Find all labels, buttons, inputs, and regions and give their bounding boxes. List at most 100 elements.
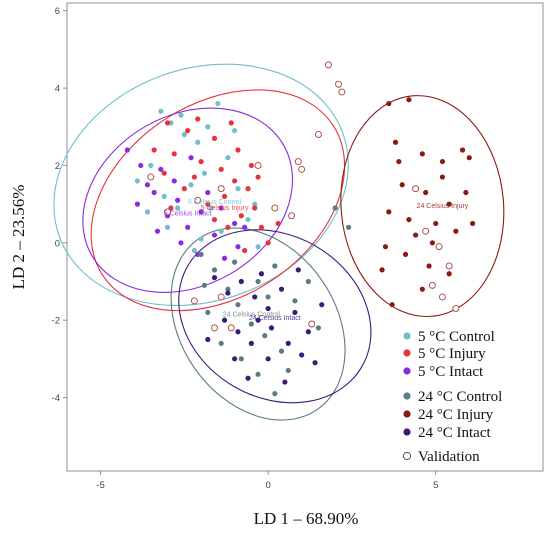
- point-c24_control: [262, 333, 268, 339]
- point-c5_control: [215, 100, 221, 107]
- point-c5_injury: [181, 186, 187, 192]
- legend-label: 5 °C Control: [418, 329, 495, 345]
- point-c24_control: [345, 224, 352, 230]
- point-c24_injury: [433, 220, 439, 227]
- point-c5_injury: [211, 216, 218, 223]
- point-validation: [271, 204, 279, 212]
- point-c24_intact: [245, 375, 251, 381]
- x-tick-label: 0: [265, 480, 270, 491]
- point-c24_control: [255, 371, 261, 377]
- point-c5_control: [232, 128, 238, 134]
- point-c24_injury: [423, 189, 429, 196]
- point-c5_control: [158, 108, 164, 114]
- point-c5_control: [161, 193, 167, 199]
- point-c24_injury: [396, 158, 402, 165]
- point-c5_intact: [154, 228, 161, 234]
- plot-frame: [66, 2, 544, 472]
- point-validation: [412, 185, 420, 193]
- ellipse-c5_control: [53, 63, 349, 306]
- point-c24_intact: [211, 275, 218, 281]
- point-c5_intact: [171, 178, 177, 184]
- ellipse-c24_injury: [340, 95, 505, 318]
- point-c5_injury: [164, 120, 171, 126]
- legend-marker: [403, 367, 411, 375]
- point-c24_control: [272, 263, 278, 269]
- point-validation: [164, 208, 172, 216]
- legend-label: 5 °C Injury: [418, 346, 486, 362]
- point-c24_intact: [319, 302, 325, 308]
- point-c24_intact: [312, 360, 318, 366]
- point-c5_injury: [228, 120, 234, 126]
- point-c24_injury: [382, 244, 389, 250]
- point-c5_control: [225, 155, 231, 161]
- point-c24_control: [285, 367, 291, 374]
- point-c24_control: [278, 348, 285, 354]
- point-c24_control: [248, 321, 254, 327]
- point-c24_intact: [278, 286, 285, 292]
- legend-marker: [403, 349, 411, 357]
- point-c24_intact: [268, 325, 275, 331]
- y-axis-title: LD 2 – 23.56%: [9, 185, 28, 290]
- point-validation: [288, 212, 296, 220]
- point-c24_injury: [379, 267, 385, 273]
- point-c5_control: [134, 178, 140, 184]
- point-validation: [147, 173, 155, 181]
- point-c5_intact: [235, 244, 241, 250]
- point-c5_intact: [158, 166, 164, 172]
- point-c24_control: [232, 259, 238, 265]
- point-c24_injury: [446, 201, 452, 207]
- point-c5_injury: [218, 166, 224, 172]
- point-c5_control: [208, 205, 214, 211]
- point-c5_injury: [238, 213, 244, 219]
- point-c24_intact: [258, 271, 265, 277]
- point-c5_intact: [124, 147, 130, 153]
- point-c5_intact: [178, 240, 184, 246]
- point-c24_injury: [392, 139, 399, 145]
- point-c24_control: [305, 278, 311, 285]
- point-c24_control: [211, 267, 218, 273]
- point-c24_intact: [232, 356, 238, 362]
- point-validation: [294, 158, 302, 166]
- point-c24_intact: [248, 340, 254, 346]
- point-c5_intact: [175, 197, 181, 203]
- ellipse-c24_control: [170, 227, 346, 421]
- point-c5_intact: [138, 162, 144, 169]
- point-c5_control: [191, 247, 197, 254]
- point-c24_intact: [265, 305, 271, 312]
- point-c5_control: [175, 205, 181, 211]
- point-c5_intact: [198, 209, 204, 215]
- point-validation: [422, 227, 430, 235]
- y-tick-label: 0: [55, 238, 60, 249]
- point-c24_injury: [429, 240, 435, 246]
- point-c5_injury: [245, 186, 251, 192]
- point-c5_control: [205, 124, 211, 130]
- point-c5_injury: [232, 178, 238, 184]
- point-c5_injury: [225, 224, 231, 230]
- point-validation: [210, 324, 218, 332]
- legend-marker: [403, 332, 411, 340]
- legend-label: Validation: [418, 449, 480, 465]
- point-c5_control: [235, 186, 241, 192]
- point-c24_injury: [386, 209, 392, 215]
- point-c24_injury: [402, 251, 409, 258]
- centroid-label: 5 Celsius Control: [188, 199, 242, 206]
- point-validation: [445, 262, 453, 270]
- point-c24_control: [225, 286, 231, 292]
- point-c24_control: [235, 302, 241, 308]
- point-c5_control: [181, 131, 187, 138]
- y-tick-label: -2: [52, 316, 60, 327]
- point-c5_injury: [252, 205, 258, 211]
- point-c24_intact: [205, 336, 211, 343]
- centroid-label: 5 Celsius Intact: [164, 211, 212, 218]
- point-c24_intact: [285, 340, 291, 346]
- point-c5_intact: [218, 205, 224, 211]
- point-c5_intact: [232, 220, 238, 227]
- legend-marker: [403, 428, 411, 436]
- point-c24_control: [255, 278, 261, 285]
- point-c5_injury: [248, 162, 254, 169]
- point-c5_injury: [205, 201, 211, 207]
- point-c5_injury: [211, 135, 218, 141]
- point-c24_control: [272, 391, 278, 397]
